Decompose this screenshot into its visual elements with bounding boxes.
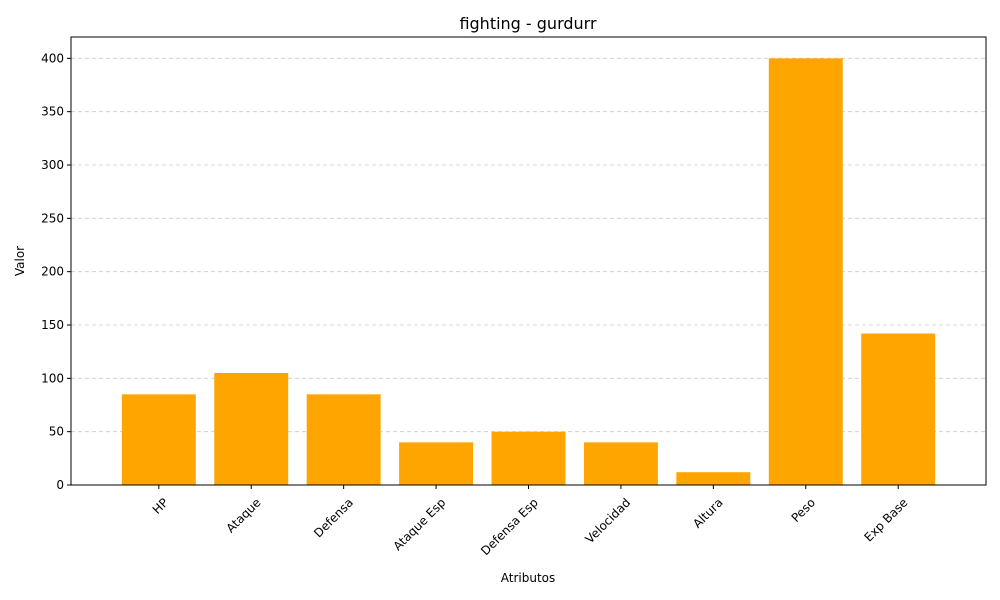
x-tick-label: Defensa <box>311 495 356 540</box>
x-tick-label: HP <box>150 495 171 516</box>
y-tick-label: 50 <box>49 425 64 439</box>
bar-velocidad <box>583 442 658 485</box>
y-tick-label: 0 <box>56 478 64 492</box>
y-tick-label: 400 <box>41 51 64 65</box>
bar-peso <box>768 58 843 485</box>
y-tick-label: 150 <box>41 318 64 332</box>
y-tick-label: 350 <box>41 105 64 119</box>
chart-title: fighting - gurdurr <box>459 14 597 33</box>
y-tick-label: 200 <box>41 265 64 279</box>
x-axis-label: Atributos <box>501 571 556 585</box>
x-axis-ticks: HP Ataque Defensa Ataque Esp Defensa Esp Velo… <box>150 485 911 558</box>
bar-hp <box>121 394 196 485</box>
bar-altura <box>676 472 751 485</box>
x-tick-label: Velocidad <box>582 495 633 546</box>
x-tick-label: Ataque <box>223 495 263 535</box>
y-tick-label: 100 <box>41 371 64 385</box>
bars <box>121 58 936 485</box>
y-axis-ticks: 0 50 100 150 200 250 300 350 400 <box>41 51 71 492</box>
x-tick-label: Altura <box>690 495 725 530</box>
plot-frame <box>70 36 987 486</box>
bar-defensa-esp <box>491 431 566 485</box>
x-tick-label: Exp Base <box>862 495 911 544</box>
bar-ataque-esp <box>399 442 474 485</box>
grid-lines <box>71 57 986 486</box>
x-tick-label: Peso <box>789 495 819 525</box>
x-tick-label: Defensa Esp <box>478 495 541 558</box>
y-axis-label: Valor <box>13 246 27 276</box>
bar-exp-base <box>861 333 936 485</box>
bar-ataque <box>214 373 289 485</box>
y-tick-label: 300 <box>41 158 64 172</box>
x-tick-label: Ataque Esp <box>390 495 448 553</box>
y-tick-label: 250 <box>41 211 64 225</box>
bar-defensa <box>306 394 381 485</box>
